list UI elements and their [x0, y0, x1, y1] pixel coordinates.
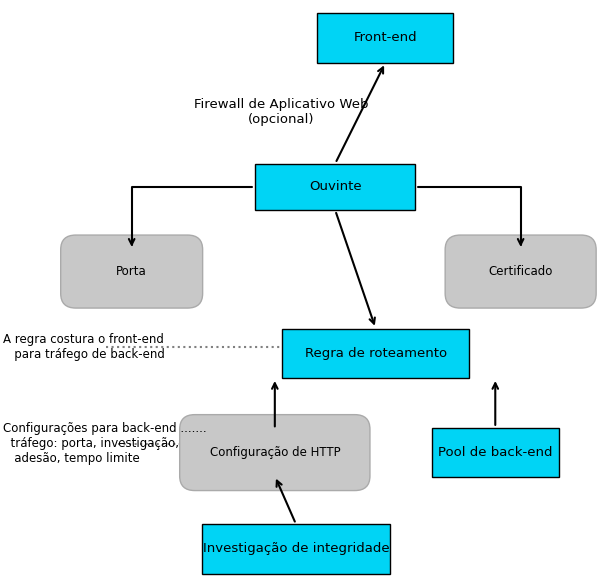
- FancyBboxPatch shape: [445, 235, 596, 308]
- FancyBboxPatch shape: [432, 427, 559, 478]
- Text: Ouvinte: Ouvinte: [309, 180, 362, 193]
- Text: A regra costura o front-end
   para tráfego de back-end: A regra costura o front-end para tráfego…: [3, 333, 165, 361]
- Text: Front-end: Front-end: [353, 32, 417, 44]
- Text: Pool de back-end: Pool de back-end: [438, 446, 553, 459]
- FancyBboxPatch shape: [60, 235, 203, 308]
- Text: Investigação de integridade: Investigação de integridade: [203, 543, 389, 555]
- Text: Firewall de Aplicativo Web
(opcional): Firewall de Aplicativo Web (opcional): [194, 98, 368, 126]
- FancyBboxPatch shape: [282, 328, 469, 378]
- Text: Porta: Porta: [117, 265, 147, 278]
- Text: Configuração de HTTP: Configuração de HTTP: [210, 446, 340, 459]
- Text: Certificado: Certificado: [489, 265, 553, 278]
- Text: Regra de roteamento: Regra de roteamento: [304, 347, 447, 360]
- FancyBboxPatch shape: [202, 524, 390, 573]
- Text: Configurações para back-end .......
  tráfego: porta, investigação,
   adesão, t: Configurações para back-end ....... tráf…: [3, 422, 207, 465]
- FancyBboxPatch shape: [255, 164, 416, 210]
- FancyBboxPatch shape: [180, 415, 370, 491]
- FancyBboxPatch shape: [318, 13, 453, 63]
